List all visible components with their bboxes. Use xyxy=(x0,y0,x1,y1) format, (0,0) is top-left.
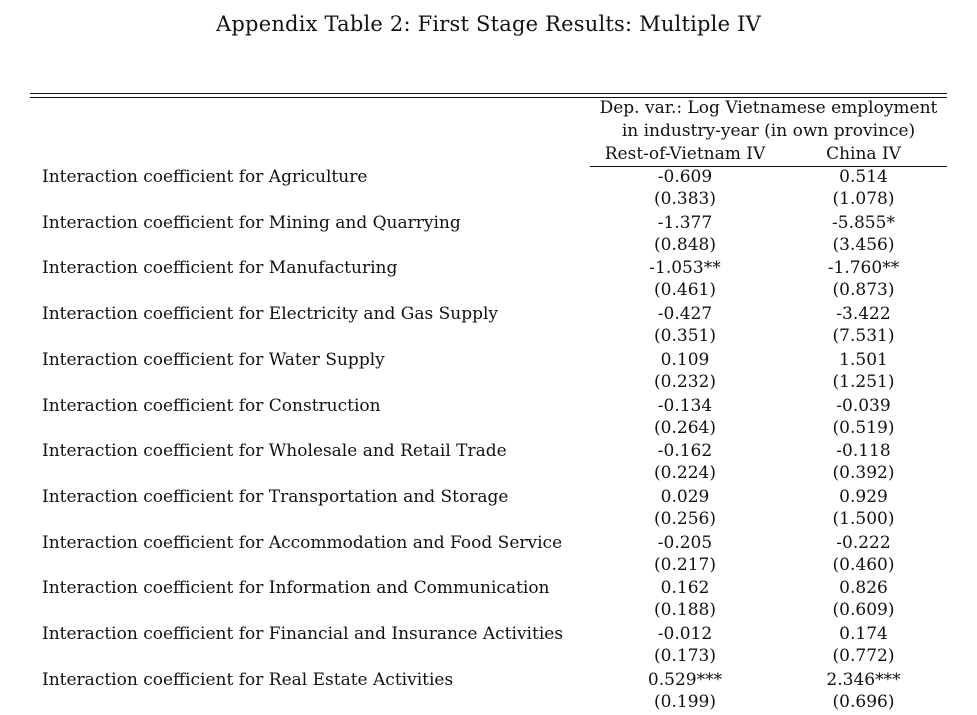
coefficient-china-iv: 2.346*** xyxy=(826,670,901,690)
coefficient-china-iv: -3.422 xyxy=(836,304,891,324)
std-error-china-iv: (0.460) xyxy=(832,555,895,575)
coefficient-china-iv: 0.514 xyxy=(839,167,888,187)
std-error-china-iv: (3.456) xyxy=(832,235,895,255)
coefficient-rest-of-vietnam-iv: -0.162 xyxy=(657,441,713,461)
std-error-china-iv: (1.500) xyxy=(832,509,895,529)
column-header-rest-of-vietnam-iv: Rest-of-Vietnam IV xyxy=(604,144,766,164)
std-error-china-iv: (0.609) xyxy=(832,600,895,620)
std-error-rest-of-vietnam-iv: (0.264) xyxy=(654,418,716,438)
std-error-china-iv: (7.531) xyxy=(832,326,895,346)
std-error-rest-of-vietnam-iv: (0.848) xyxy=(654,235,716,255)
row-label: Interaction coefficient for Wholesale an… xyxy=(42,441,507,461)
coefficient-china-iv: 0.826 xyxy=(839,578,888,598)
std-error-rest-of-vietnam-iv: (0.256) xyxy=(654,509,716,529)
std-error-rest-of-vietnam-iv: (0.173) xyxy=(654,646,716,666)
coefficient-china-iv: -0.118 xyxy=(836,441,891,461)
coefficient-china-iv: -1.760** xyxy=(827,258,900,278)
table-title: Appendix Table 2: First Stage Results: M… xyxy=(216,12,761,36)
coefficient-china-iv: -0.039 xyxy=(836,396,891,416)
coefficient-china-iv: 0.929 xyxy=(839,487,888,507)
std-error-rest-of-vietnam-iv: (0.383) xyxy=(654,189,716,209)
coefficient-rest-of-vietnam-iv: 0.109 xyxy=(660,350,710,370)
std-error-rest-of-vietnam-iv: (0.199) xyxy=(654,692,716,712)
coefficient-rest-of-vietnam-iv: -0.134 xyxy=(657,396,713,416)
std-error-china-iv: (0.696) xyxy=(832,692,895,712)
dep-var-header-line-2: in industry-year (in own province) xyxy=(621,121,916,141)
coefficient-rest-of-vietnam-iv: -1.377 xyxy=(657,213,713,233)
coefficient-china-iv: 1.501 xyxy=(839,350,888,370)
row-label: Interaction coefficient for Transportati… xyxy=(42,487,509,507)
std-error-china-iv: (1.251) xyxy=(832,372,895,392)
coefficient-china-iv: -5.855* xyxy=(832,213,895,233)
row-label: Interaction coefficient for Financial an… xyxy=(42,624,564,644)
coefficient-china-iv: 0.174 xyxy=(839,624,888,644)
row-label: Interaction coefficient for Electricity … xyxy=(42,304,499,324)
row-label: Interaction coefficient for Real Estate … xyxy=(42,670,454,690)
std-error-rest-of-vietnam-iv: (0.224) xyxy=(654,463,716,483)
std-error-rest-of-vietnam-iv: (0.217) xyxy=(654,555,716,575)
std-error-rest-of-vietnam-iv: (0.351) xyxy=(654,326,716,346)
std-error-china-iv: (0.392) xyxy=(832,463,895,483)
coefficient-rest-of-vietnam-iv: -0.609 xyxy=(657,167,713,187)
row-label: Interaction coefficient for Accommodatio… xyxy=(42,533,563,553)
std-error-china-iv: (0.873) xyxy=(832,280,895,300)
row-label: Interaction coefficient for Water Supply xyxy=(42,350,385,370)
std-error-rest-of-vietnam-iv: (0.188) xyxy=(654,600,716,620)
row-label: Interaction coefficient for Agriculture xyxy=(42,167,368,187)
top-rule-inner xyxy=(30,97,947,98)
coefficient-rest-of-vietnam-iv: 0.029 xyxy=(660,487,710,507)
row-label: Interaction coefficient for Information … xyxy=(42,578,550,598)
std-error-rest-of-vietnam-iv: (0.461) xyxy=(654,280,716,300)
coefficient-rest-of-vietnam-iv: -1.053** xyxy=(649,258,721,278)
top-rule-outer xyxy=(30,93,947,94)
dep-var-header-line-1: Dep. var.: Log Vietnamese employment xyxy=(599,98,938,118)
coefficient-rest-of-vietnam-iv: 0.162 xyxy=(660,578,710,598)
std-error-china-iv: (0.772) xyxy=(832,646,895,666)
std-error-china-iv: (1.078) xyxy=(832,189,895,209)
row-label: Interaction coefficient for Mining and Q… xyxy=(42,213,461,233)
coefficient-rest-of-vietnam-iv: -0.427 xyxy=(657,304,713,324)
std-error-rest-of-vietnam-iv: (0.232) xyxy=(654,372,716,392)
row-label: Interaction coefficient for Construction xyxy=(42,396,381,416)
coefficient-rest-of-vietnam-iv: -0.012 xyxy=(657,624,713,644)
coefficient-rest-of-vietnam-iv: 0.529*** xyxy=(647,670,723,690)
row-label: Interaction coefficient for Manufacturin… xyxy=(42,258,398,278)
column-header-rule xyxy=(590,166,947,167)
coefficient-china-iv: -0.222 xyxy=(836,533,891,553)
std-error-china-iv: (0.519) xyxy=(832,418,895,438)
coefficient-rest-of-vietnam-iv: -0.205 xyxy=(657,533,713,553)
column-header-china-iv: China IV xyxy=(826,144,901,164)
